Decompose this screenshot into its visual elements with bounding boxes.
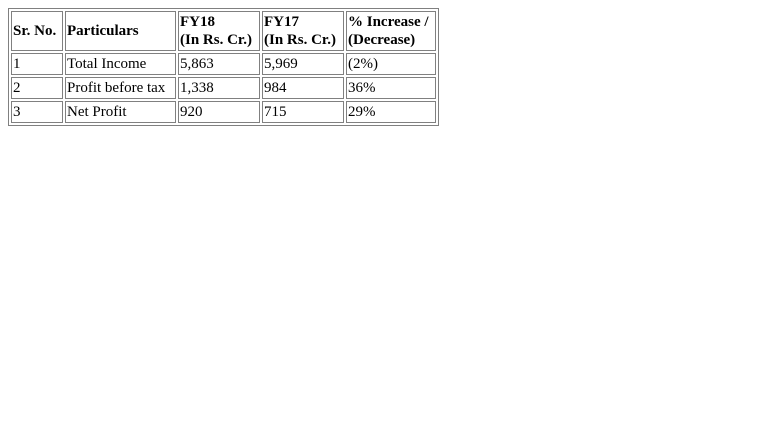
- header-fy17-unit: (In Rs. Cr.): [264, 32, 336, 48]
- cell-change: (2%): [346, 53, 436, 75]
- cell-fy17: 5,969: [262, 53, 344, 75]
- cell-fy17: 715: [262, 101, 344, 123]
- cell-sr-no: 3: [11, 101, 63, 123]
- header-change: % Increase / (Decrease): [346, 11, 436, 51]
- header-fy17-label: FY17: [264, 14, 299, 30]
- table-header: Sr. No. Particulars FY18 (In Rs. Cr.) FY…: [11, 11, 436, 51]
- cell-particulars: Profit before tax: [65, 77, 176, 99]
- header-fy18-unit: (In Rs. Cr.): [180, 32, 252, 48]
- header-particulars-text: Particulars: [67, 23, 139, 39]
- cell-fy18: 1,338: [178, 77, 260, 99]
- cell-particulars: Net Profit: [65, 101, 176, 123]
- cell-fy18: 920: [178, 101, 260, 123]
- cell-particulars: Total Income: [65, 53, 176, 75]
- header-change-label: % Increase /: [348, 14, 429, 30]
- table-row: 2 Profit before tax 1,338 984 36%: [11, 77, 436, 99]
- cell-fy18: 5,863: [178, 53, 260, 75]
- table-body: 1 Total Income 5,863 5,969 (2%) 2 Profit…: [11, 53, 436, 123]
- header-fy18: FY18 (In Rs. Cr.): [178, 11, 260, 51]
- financial-summary-table: Sr. No. Particulars FY18 (In Rs. Cr.) FY…: [8, 8, 439, 126]
- cell-change: 36%: [346, 77, 436, 99]
- header-sr-no-text: Sr. No.: [13, 23, 57, 39]
- cell-sr-no: 2: [11, 77, 63, 99]
- cell-change: 29%: [346, 101, 436, 123]
- header-change-sub: (Decrease): [348, 32, 416, 48]
- header-fy17: FY17 (In Rs. Cr.): [262, 11, 344, 51]
- cell-sr-no: 1: [11, 53, 63, 75]
- table-row: 3 Net Profit 920 715 29%: [11, 101, 436, 123]
- table-row: 1 Total Income 5,863 5,969 (2%): [11, 53, 436, 75]
- header-row: Sr. No. Particulars FY18 (In Rs. Cr.) FY…: [11, 11, 436, 51]
- header-sr-no: Sr. No.: [11, 11, 63, 51]
- cell-fy17: 984: [262, 77, 344, 99]
- header-fy18-label: FY18: [180, 14, 215, 30]
- header-particulars: Particulars: [65, 11, 176, 51]
